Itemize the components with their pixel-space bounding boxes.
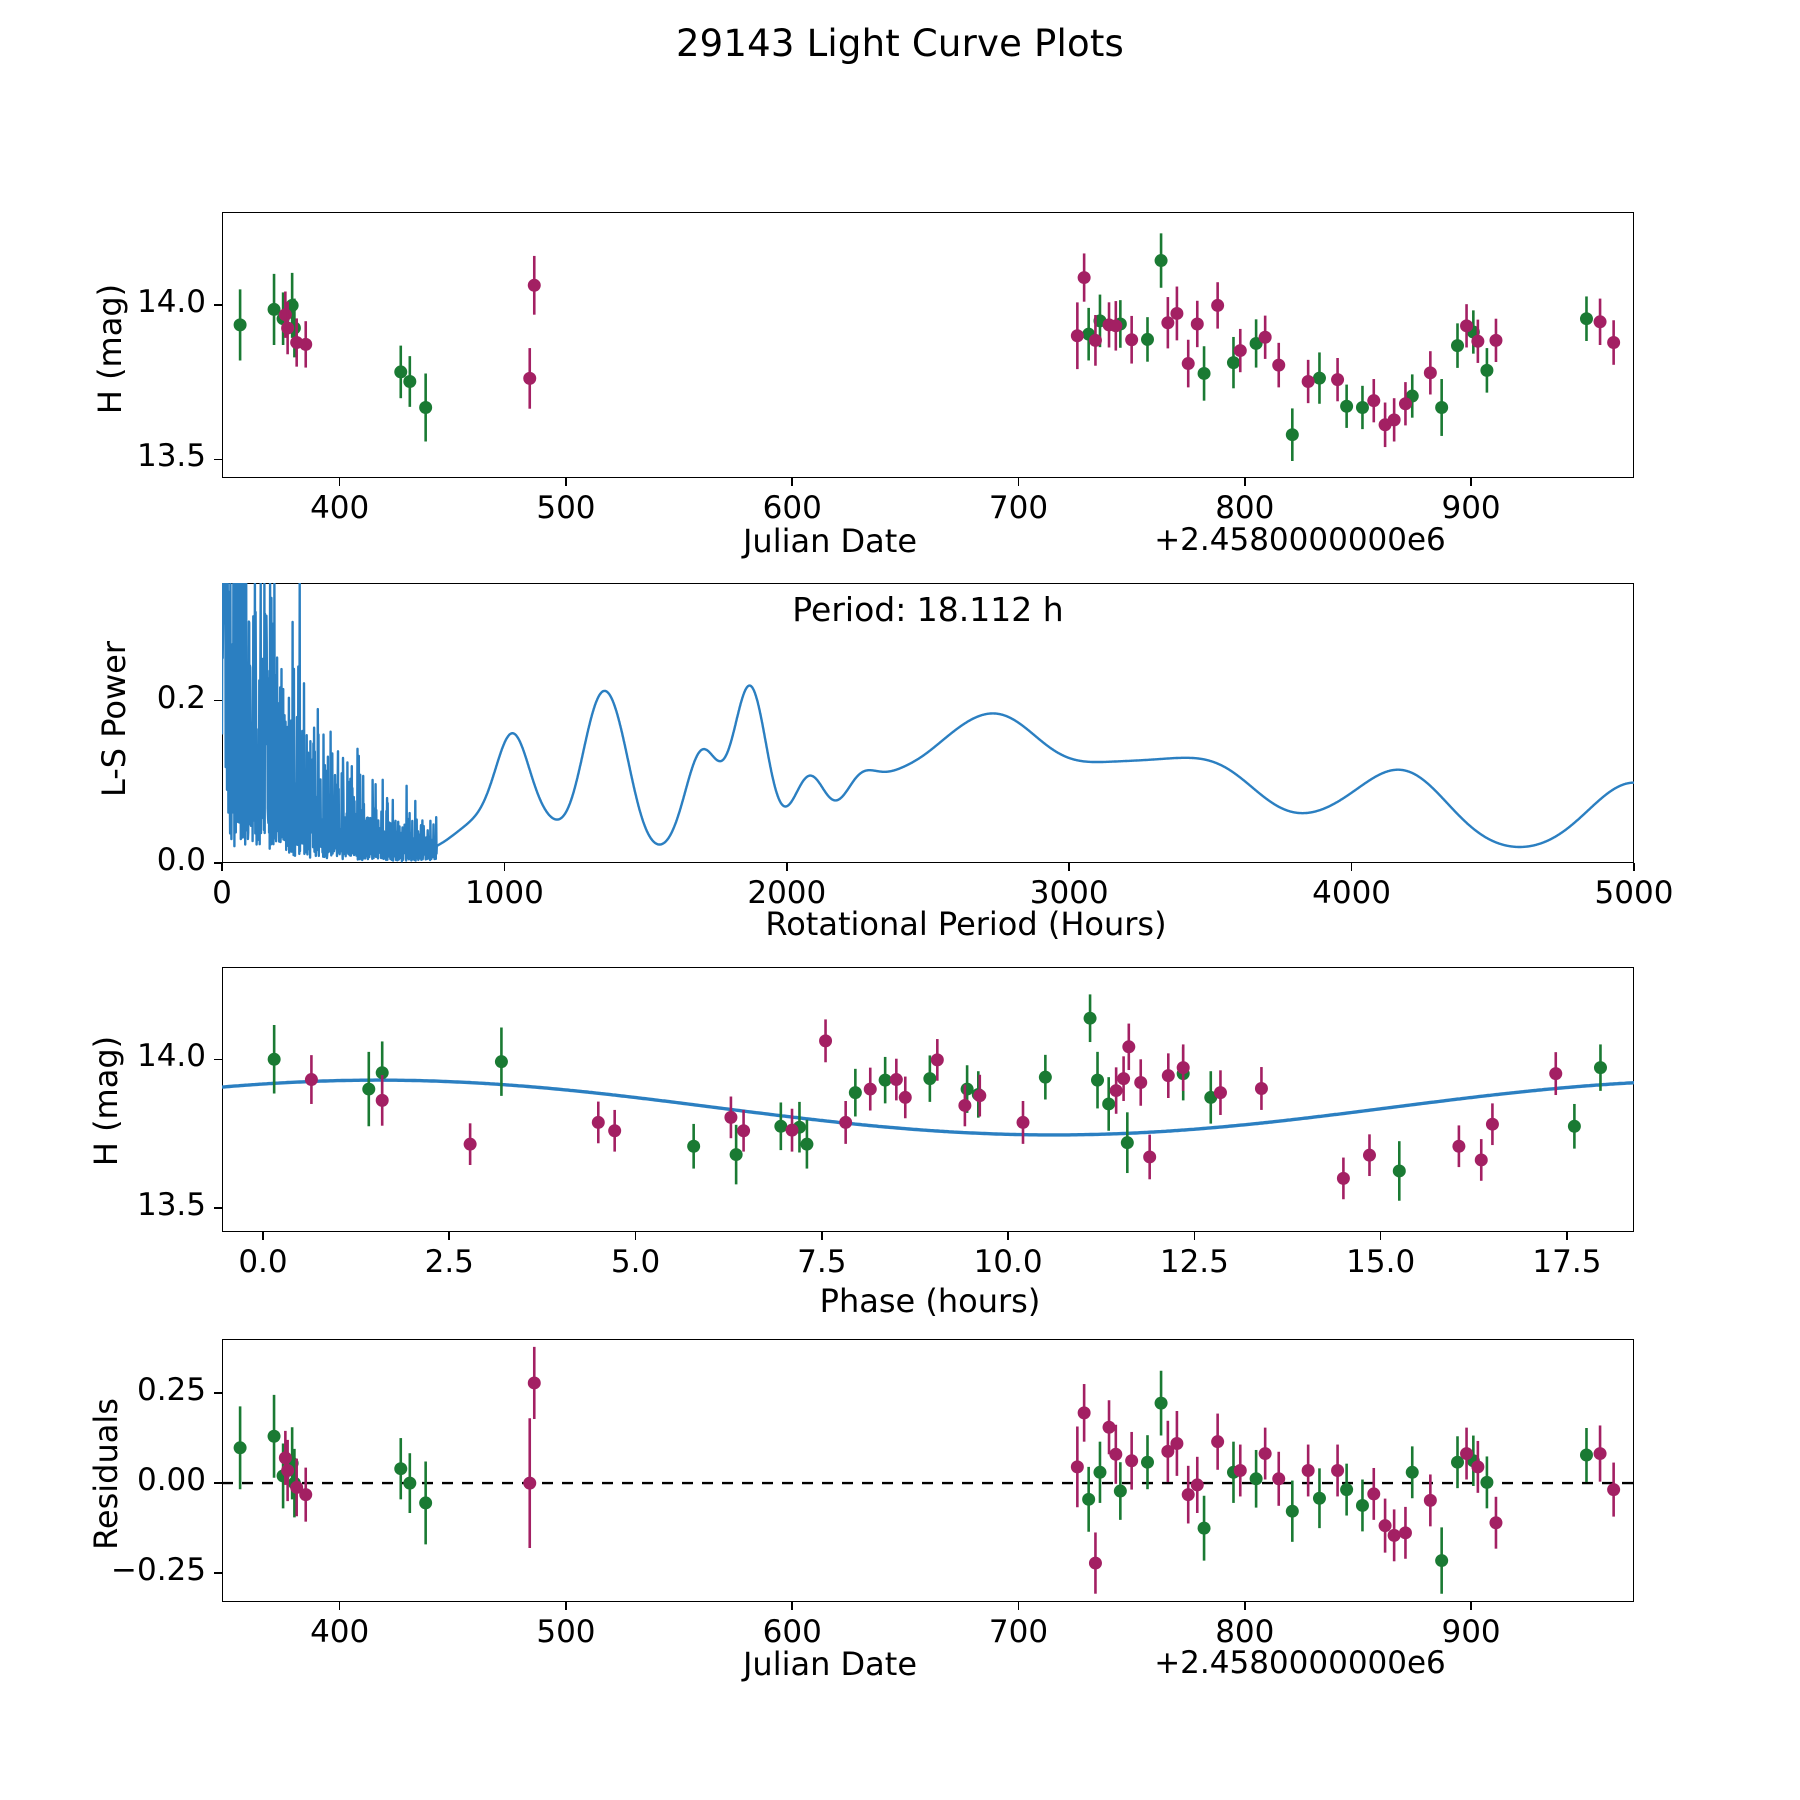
y-tickmark (214, 1392, 222, 1394)
x-tick-label: 12.5 (1159, 1244, 1229, 1280)
y-tick-label: 13.5 (136, 1187, 206, 1224)
periodogram-ylabel: L-S Power (95, 640, 133, 798)
y-tickmark (214, 1572, 222, 1574)
x-tickmark (634, 1232, 637, 1240)
x-tick-label: 3000 (1029, 875, 1109, 911)
residuals-plot-area (222, 1346, 1634, 1594)
x-tickmark (1379, 1232, 1382, 1240)
x-tickmark (1566, 1232, 1568, 1240)
x-tick-label: 600 (762, 490, 822, 526)
x-tickmark (791, 478, 794, 486)
x-tick-label: 700 (988, 490, 1049, 526)
series-magenta (278, 1346, 1621, 1594)
x-tickmark (786, 863, 788, 871)
x-tick-label: 2000 (747, 875, 827, 911)
residuals-xlabel: Julian Date (742, 1645, 918, 1683)
y-tickmark (214, 1207, 222, 1209)
y-tick-label: 14.0 (136, 1038, 206, 1075)
lightcurve-ylabel: H (mag) (91, 283, 129, 415)
x-tick-label: 400 (310, 1614, 370, 1650)
lightcurve-plot-area (233, 233, 1621, 461)
x-tick-label: 800 (1215, 490, 1275, 526)
y-tickmark (214, 699, 222, 702)
y-tick-label: 0.25 (136, 1372, 206, 1409)
x-tickmark (791, 1602, 794, 1610)
x-tick-label: 15.0 (1346, 1244, 1416, 1280)
x-tickmark (1193, 1232, 1196, 1240)
x-tickmark (338, 1602, 341, 1610)
figure-title: 29143 Light Curve Plots (675, 22, 1125, 65)
x-tick-label: 7.5 (797, 1244, 847, 1280)
residuals-x-offset-label: +2.4580000000e6 (1154, 1645, 1446, 1681)
x-tickmark (1243, 478, 1246, 486)
y-tickmark (214, 1058, 222, 1061)
y-tick-label: 0.00 (136, 1462, 206, 1499)
phase-axes-frame (222, 967, 1634, 1232)
panel-lightcurve (222, 212, 1634, 478)
x-tick-label: 800 (1215, 1614, 1275, 1650)
x-tickmark (503, 863, 506, 871)
y-tickmark (214, 303, 222, 306)
periodogram-xlabel: Rotational Period (Hours) (765, 905, 1167, 943)
x-tick-label: 0.0 (238, 1244, 288, 1280)
x-tick-label: 5000 (1594, 875, 1674, 911)
x-tick-label: 2.5 (424, 1244, 474, 1280)
x-tickmark (1470, 478, 1472, 486)
periodogram-plot-area (222, 583, 1634, 863)
y-tick-label: 14.0 (136, 283, 206, 320)
x-tick-label: 900 (1441, 1614, 1501, 1650)
period-annotation: Period: 18.112 h (792, 590, 1064, 629)
series-magenta (278, 253, 1621, 448)
x-tickmark (448, 1232, 451, 1240)
y-tickmark (214, 1482, 222, 1484)
x-tickmark (565, 1602, 567, 1610)
x-tickmark (1350, 863, 1353, 871)
x-tick-label: 1000 (464, 875, 544, 911)
y-tick-label: 0.0 (156, 842, 206, 878)
series-green (267, 994, 1607, 1201)
x-tick-label: 700 (988, 1614, 1049, 1650)
residuals-axes-frame (222, 1339, 1634, 1602)
x-tickmark (262, 1232, 264, 1240)
x-tickmark (821, 1232, 823, 1240)
lightcurve-axes-frame (222, 212, 1634, 478)
x-tick-label: 10.0 (973, 1244, 1043, 1280)
x-tickmark (565, 478, 567, 486)
x-tick-label: 5.0 (610, 1244, 661, 1280)
x-tick-label: 500 (536, 490, 596, 526)
series-magenta (304, 1019, 1563, 1200)
x-tickmark (1068, 863, 1070, 871)
lightcurve-xlabel: Julian Date (742, 522, 918, 560)
panel-residuals (222, 1339, 1634, 1602)
y-tickmark (214, 862, 222, 864)
y-tickmark (214, 458, 222, 461)
y-tick-label: −0.25 (111, 1552, 206, 1589)
x-tick-label: 400 (310, 490, 370, 526)
y-tick-label: 13.5 (136, 438, 206, 475)
x-tick-label: 900 (1441, 490, 1501, 526)
x-tick-label: 4000 (1312, 875, 1392, 911)
x-tickmark (1007, 1232, 1009, 1240)
x-tick-label: 600 (762, 1614, 822, 1650)
x-tickmark (1633, 863, 1635, 871)
x-tick-label: 17.5 (1532, 1244, 1602, 1280)
lightcurve-x-offset-label: +2.4580000000e6 (1154, 522, 1446, 558)
phase-xlabel: Phase (hours) (819, 1282, 1041, 1320)
panel-phase-folded (222, 967, 1634, 1232)
x-tickmark (1017, 1602, 1020, 1610)
panel-periodogram (222, 583, 1634, 863)
phase-plot-area (222, 994, 1634, 1201)
x-tickmark (1470, 1602, 1472, 1610)
x-tick-label: 0 (212, 875, 232, 911)
x-tickmark (221, 863, 223, 871)
phase-ylabel: H (mag) (87, 1035, 125, 1167)
x-tick-label: 500 (536, 1614, 596, 1650)
x-tickmark (1017, 478, 1020, 486)
x-tickmark (1243, 1602, 1246, 1610)
y-tick-label: 0.2 (156, 679, 206, 716)
x-tickmark (338, 478, 341, 486)
